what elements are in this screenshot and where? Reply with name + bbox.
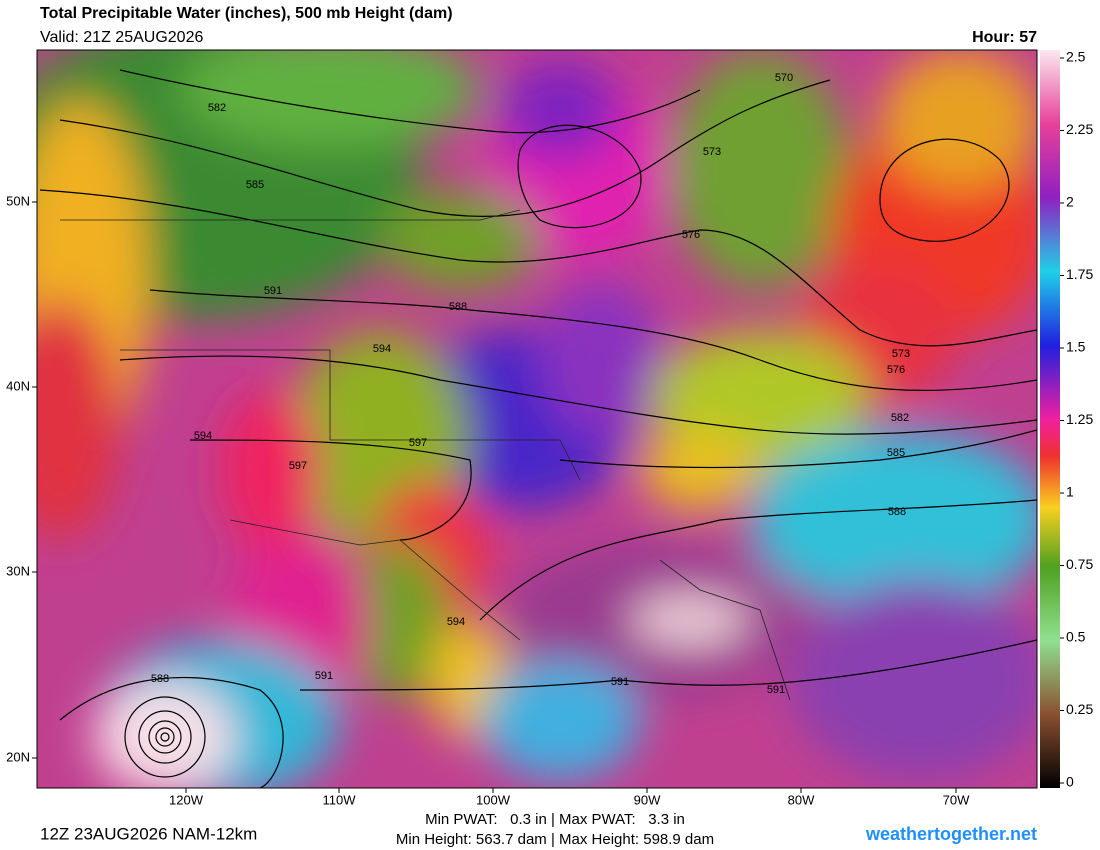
contour-label: 588 <box>151 673 169 685</box>
contour-label: 588 <box>888 506 906 518</box>
forecast-hour: Hour: 57 <box>972 29 1037 46</box>
contour-label: 594 <box>194 430 212 442</box>
pwat-field <box>37 50 1037 788</box>
contour-label: 594 <box>447 616 465 628</box>
contour <box>124 696 206 778</box>
pwat-patch <box>180 50 480 150</box>
contour-label: 597 <box>289 460 307 472</box>
colorbar-label: 1.75 <box>1066 266 1093 282</box>
pwat-patch <box>640 430 760 510</box>
hurricane-contours <box>124 696 206 778</box>
model-run: 12Z 23AUG2026 NAM-12km <box>40 824 257 843</box>
contour <box>189 439 472 541</box>
colorbar-label: 2.5 <box>1066 49 1086 65</box>
pwat-patch <box>540 280 660 440</box>
pwat-patch <box>380 190 540 290</box>
contour-label: 570 <box>775 72 793 84</box>
borders <box>60 209 791 701</box>
contour-label: 582 <box>891 412 909 424</box>
contour <box>148 720 182 754</box>
lat-label: 30N <box>6 563 30 578</box>
contour <box>517 124 642 229</box>
contours <box>39 69 1037 788</box>
contour-label: 597 <box>409 437 427 449</box>
contour <box>160 732 170 742</box>
lon-label: 110W <box>323 792 357 807</box>
border <box>60 209 521 221</box>
contour-label: 585 <box>887 447 905 459</box>
contour <box>59 676 284 788</box>
contour-label: 585 <box>246 179 264 191</box>
pwat-patch <box>670 50 850 290</box>
pwat-patch <box>95 682 235 788</box>
lon-label: 90W <box>634 792 661 807</box>
pwat-patch <box>750 430 1037 610</box>
lat-label: 20N <box>6 749 30 764</box>
valid-time: Valid: 21Z 25AUG2026 <box>40 29 203 46</box>
contour-label: 576 <box>887 364 905 376</box>
contour-label: 576 <box>682 229 700 241</box>
lon-label: 70W <box>943 792 970 807</box>
lon-label: 120W <box>169 792 204 807</box>
pwat-range: Min PWAT: 0.3 in | Max PWAT: 3.3 in <box>425 811 685 828</box>
contour-label: 594 <box>373 343 391 355</box>
contour <box>59 79 831 217</box>
pwat-patch <box>500 60 620 160</box>
pwat-patch <box>37 300 120 540</box>
border <box>659 559 791 701</box>
border <box>120 349 581 481</box>
contour <box>138 710 192 764</box>
colorbar-label: 0.25 <box>1066 701 1093 717</box>
border <box>229 519 521 641</box>
pwat-patch <box>480 660 640 780</box>
contour-label: 582 <box>208 102 226 114</box>
colorbar-label: 0.5 <box>1066 629 1086 645</box>
height-range: Min Height: 563.7 dam | Max Height: 598.… <box>396 831 714 848</box>
contour-label: 591 <box>264 285 282 297</box>
contour-label: 591 <box>767 684 785 696</box>
contour <box>149 289 1037 392</box>
axes: 50N 40N 30N 20N 120W 110W 100W 90W 80W 70W <box>6 193 970 807</box>
contour-label: 591 <box>315 670 333 682</box>
contour-label: 573 <box>892 348 910 360</box>
colorbar-label: 2.25 <box>1066 121 1093 137</box>
contour <box>39 189 1037 347</box>
lon-label: 100W <box>476 792 511 807</box>
contour <box>479 499 1037 621</box>
contour <box>559 429 1037 469</box>
contour <box>119 69 701 134</box>
contour-label: 573 <box>703 146 721 158</box>
title: Total Precipitable Water (inches), 500 m… <box>40 5 453 22</box>
pwat-patch <box>880 50 1037 190</box>
pwat-patch <box>350 540 450 700</box>
lon-label: 80W <box>788 792 815 807</box>
contour <box>879 138 1010 242</box>
colorbar-ticks: 2.5 2.25 2 1.75 1.5 1.25 1 0.75 0.5 0.25 0 <box>1060 49 1093 790</box>
contour-label: 591 <box>611 676 629 688</box>
contour <box>155 727 175 747</box>
map: 582 585 591 594 594 597 597 588 570 573 … <box>37 50 1037 788</box>
contour <box>119 355 1037 435</box>
lat-label: 40N <box>6 378 30 393</box>
contour-label: 588 <box>449 301 467 313</box>
colorbar-label: 1.5 <box>1066 339 1086 355</box>
colorbar-label: 1.25 <box>1066 411 1093 427</box>
colorbar-label: 0 <box>1066 774 1074 790</box>
colorbar-label: 1 <box>1066 484 1074 500</box>
pwat-patch <box>630 595 750 645</box>
pwat-patch <box>220 390 320 550</box>
lat-label: 50N <box>6 193 30 208</box>
contour <box>299 639 1037 691</box>
colorbar-label: 2 <box>1066 194 1074 210</box>
pwat-patch <box>790 580 1037 780</box>
colorbar <box>1040 50 1060 788</box>
colorbar-label: 0.75 <box>1066 556 1093 572</box>
site-credit[interactable]: weathertogether.net <box>865 824 1037 844</box>
map-frame <box>36 49 1038 789</box>
contour-labels: 582 585 591 594 594 597 597 588 570 573 … <box>151 72 910 696</box>
